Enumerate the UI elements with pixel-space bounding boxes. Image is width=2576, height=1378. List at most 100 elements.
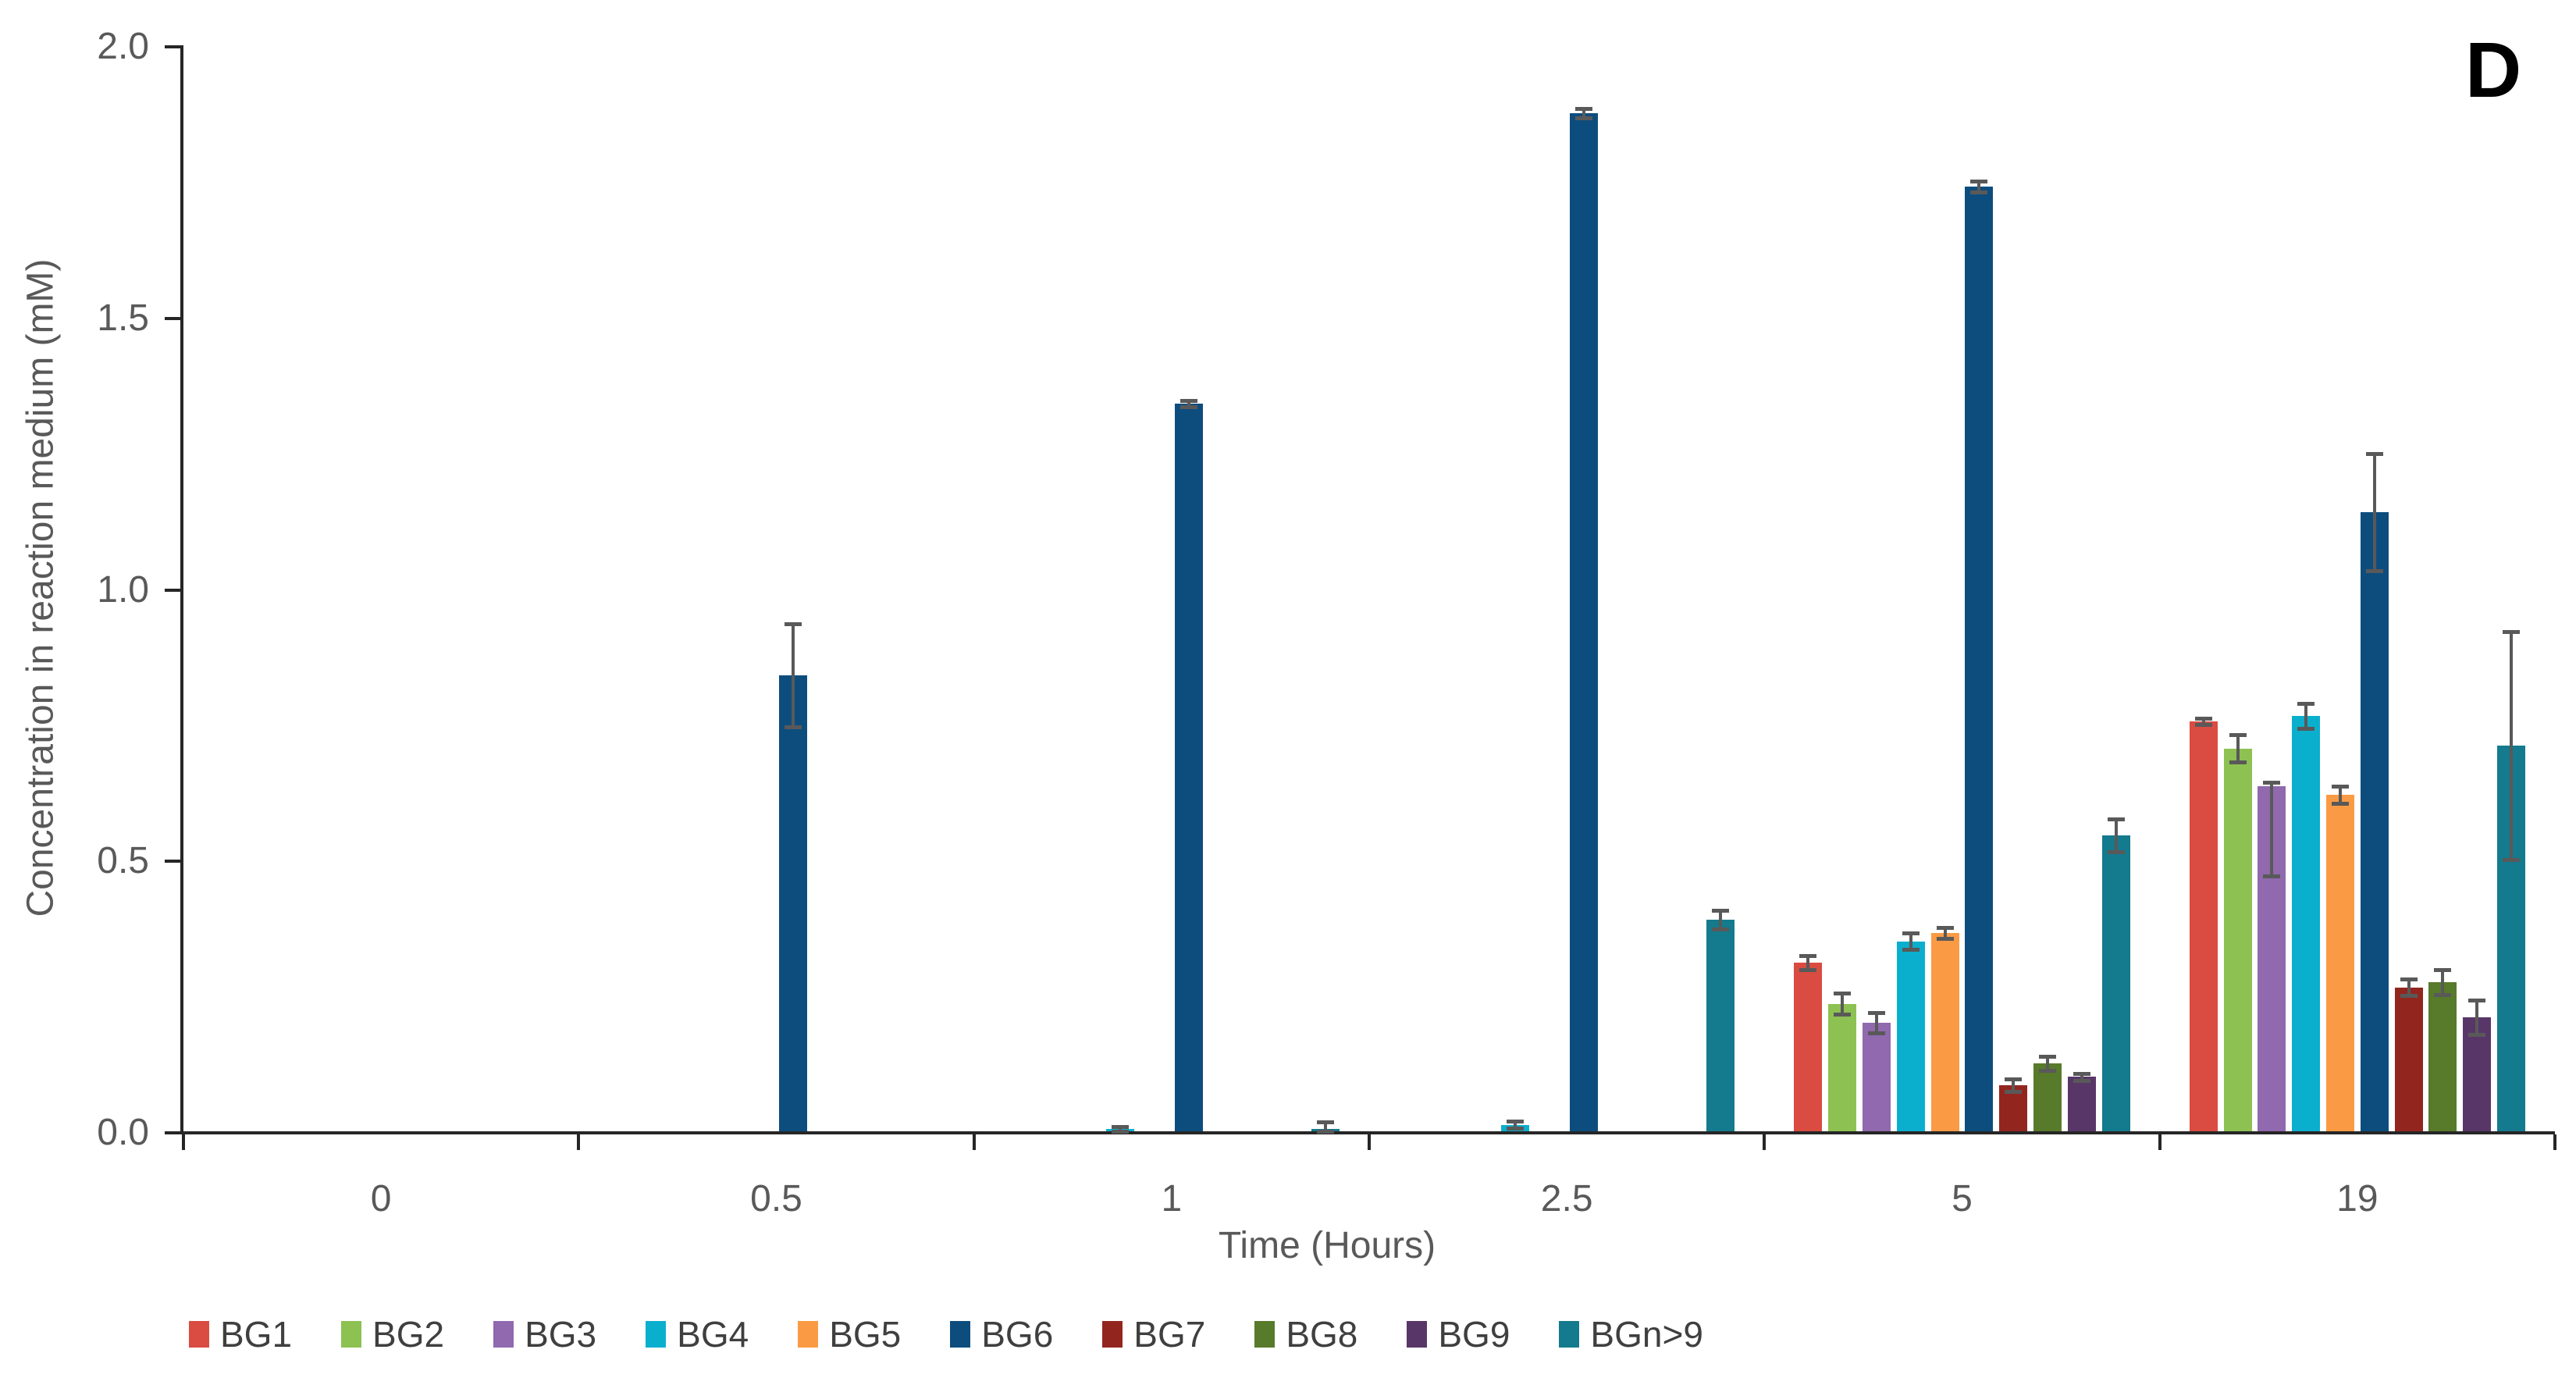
bar-BG8-t19 [2428,982,2457,1131]
x-axis-title: Time (Hours) [1218,1225,1436,1266]
error-bar-BGn>9-t5 [2114,819,2118,852]
bar-BG1-t19 [2189,721,2218,1131]
bar-BG4-t19 [2292,716,2321,1131]
legend-swatch-icon [1254,1321,1276,1348]
x-tick [1763,1134,1767,1150]
error-cap [1179,398,1197,403]
error-cap [2194,723,2212,728]
error-cap [2229,760,2247,765]
error-cap [2005,1077,2023,1081]
error-cap [2434,967,2452,972]
bar-BG4-t5 [1896,942,1925,1131]
error-bar-BG2-t5 [1841,993,1845,1014]
error-cap [2073,1071,2090,1076]
legend-label: BG1 [220,1314,293,1355]
error-cap [2297,726,2315,731]
error-bar-BG4-t19 [2304,703,2308,728]
error-bar-BG9-t5 [2080,1073,2083,1081]
bar-BG1-t5 [1794,963,1823,1131]
error-cap [2331,784,2349,789]
x-category-label: 0.5 [750,1178,802,1220]
error-bar-BG5-t5 [1943,928,1947,939]
panel-label: D [2465,27,2522,114]
x-tick [182,1134,185,1150]
error-cap [1575,116,1593,120]
error-bar-BGn>9-t19 [2509,632,2513,860]
error-cap [2365,452,2383,457]
error-bar-BG1-t19 [2201,717,2205,725]
bar-BG8-t5 [2033,1063,2062,1131]
error-cap [1507,1126,1525,1131]
y-tick [165,588,180,592]
bar-BG5-t19 [2325,795,2354,1131]
legend-swatch-icon [950,1321,971,1348]
error-bar-BG1-t5 [1806,956,1810,970]
error-cap [1799,954,1817,959]
legend-swatch-icon [1102,1321,1123,1348]
y-tick-label: 1.5 [97,297,149,339]
error-bar-BG7-t5 [2012,1078,2016,1092]
error-cap [1507,1120,1525,1124]
legend-label: BG8 [1286,1314,1358,1355]
legend-swatch-icon [1559,1321,1580,1348]
error-cap [2468,998,2486,1002]
y-axis-title: Concentration in reaction medium (mM) [20,258,62,917]
bar-BG5-t5 [1930,933,1959,1131]
y-tick-label: 2.0 [97,26,149,67]
error-cap [1112,1130,1130,1134]
bar-BG6-t2.5 [1570,113,1599,1131]
bar-BG6-t19 [2360,512,2389,1131]
error-cap [1799,968,1817,973]
legend-item-BGn>9: BGn>9 [1559,1313,1703,1355]
error-cap [2297,701,2315,706]
error-cap [1575,107,1593,112]
error-bar-BG7-t19 [2407,979,2411,996]
legend-item-BG5: BG5 [798,1313,901,1355]
legend-swatch-icon [341,1321,362,1348]
error-cap [785,725,802,729]
x-category-label: 0 [370,1178,392,1220]
legend-item-BG2: BG2 [341,1313,444,1355]
error-cap [2073,1079,2090,1084]
error-cap [2039,1055,2056,1059]
error-cap [1712,908,1730,913]
x-category-label: 1 [1161,1178,1183,1220]
x-category-label: 5 [1952,1178,1973,1220]
error-cap [2263,874,2281,879]
error-cap [1868,1031,1885,1036]
error-cap [1970,179,1988,183]
y-tick-label: 0.5 [97,840,149,882]
legend-item-BG6: BG6 [950,1313,1053,1355]
legend-swatch-icon [189,1321,209,1348]
error-cap [2400,977,2418,982]
legend-label: BG9 [1438,1314,1510,1355]
x-tick [577,1134,581,1150]
error-cap [1902,948,1920,952]
error-bar-BG4-t2.5 [1514,1121,1517,1128]
error-bar-BG8-t19 [2441,969,2445,995]
error-cap [2434,992,2452,997]
error-cap [1112,1125,1130,1130]
error-bar-BGn>9-t1 [1323,1122,1327,1131]
legend-swatch-icon [798,1321,819,1348]
legend-label: BGn>9 [1590,1314,1703,1355]
bar-BGn>9-t5 [2101,835,2130,1131]
error-bar-BG5-t19 [2338,785,2342,803]
error-cap [1936,937,1954,942]
y-tick [165,860,180,863]
legend-item-BG8: BG8 [1254,1313,1357,1355]
error-cap [2229,733,2247,738]
error-cap [2107,849,2125,854]
error-cap [2502,858,2520,863]
error-bar-BG8-t5 [2046,1056,2049,1071]
bar-BG7-t19 [2394,988,2423,1131]
bar-BG2-t19 [2223,749,2252,1131]
legend-item-BG3: BG3 [493,1313,596,1355]
legend-item-BG4: BG4 [646,1313,749,1355]
legend-swatch-icon [1407,1321,1428,1348]
error-bar-BG6-t5 [1977,180,1981,192]
x-axis-line [168,1131,2555,1134]
error-cap [1712,927,1730,931]
error-cap [1179,405,1197,410]
error-bar-BG3-t5 [1875,1012,1878,1034]
